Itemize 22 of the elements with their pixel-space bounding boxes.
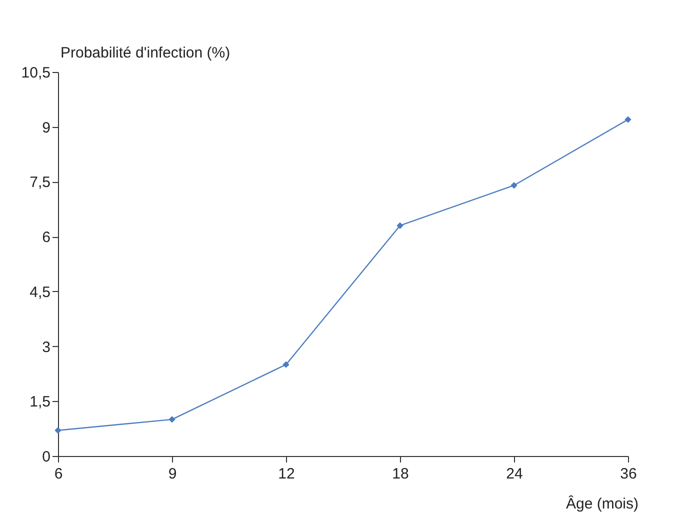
y-tick-label: 9 (42, 119, 50, 136)
point (168, 416, 176, 423)
y-tick-label: 0 (42, 448, 50, 466)
point (624, 116, 632, 123)
y-tick-label: 10,5 (21, 64, 50, 82)
y-tick-label: 4,5 (30, 284, 50, 301)
point (54, 427, 62, 434)
x-axis-title: Âge (mois) (566, 494, 638, 512)
x-tick-label: 6 (54, 466, 63, 482)
y-axis-title: Probabilité d'infection (%) (60, 44, 230, 62)
y-tick-label: 7,5 (30, 174, 50, 192)
point (510, 182, 518, 189)
y-tick-label: 3 (42, 338, 50, 356)
x-tick-label: 12 (278, 466, 295, 482)
point (396, 222, 404, 229)
x-tick-label: 9 (168, 466, 177, 482)
y-tick-label: 6 (42, 229, 50, 246)
point (282, 361, 290, 368)
x-tick-label: 24 (506, 466, 523, 482)
y-tick-label: 1,5 (30, 394, 50, 411)
x-tick-label: 18 (392, 466, 409, 482)
x-tick-label: 36 (620, 466, 637, 482)
